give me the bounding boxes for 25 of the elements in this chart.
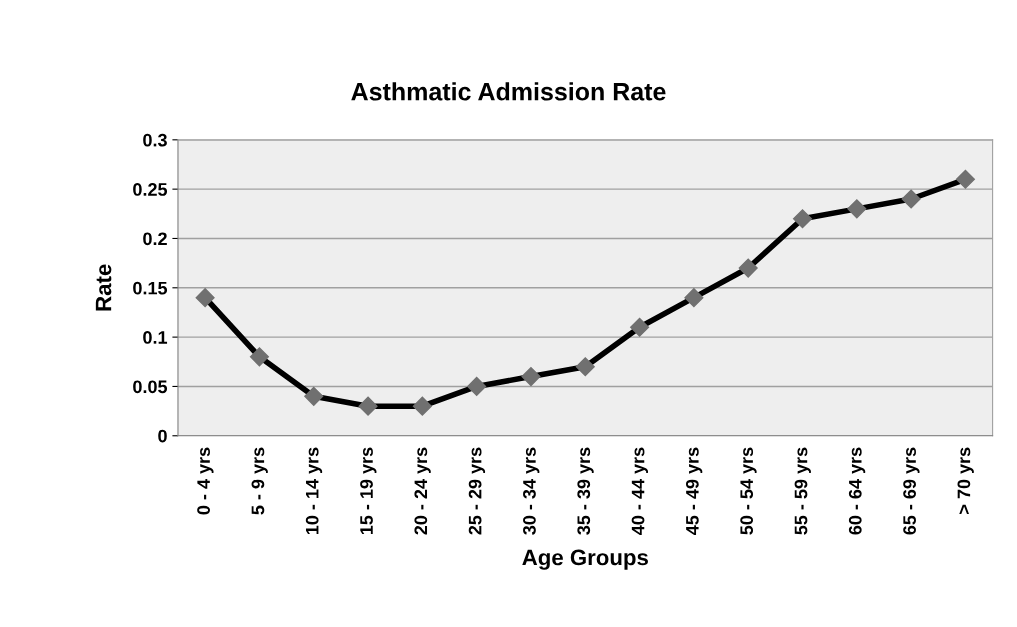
y-tick-label: 0.1	[143, 331, 168, 344]
y-tick-label: 0	[158, 429, 167, 443]
x-tick-label: 20 - 24 yrs	[414, 447, 431, 535]
x-tick-label: 0 - 4 yrs	[197, 447, 214, 515]
y-tick-label: 0.2	[143, 232, 167, 246]
x-tick-label: 55 - 59 yrs	[794, 447, 811, 535]
x-tick-label: 35 - 39 yrs	[577, 447, 594, 535]
x-tick-label: 10 - 14 yrs	[305, 447, 323, 535]
x-tick-label: > 70 yrs	[957, 447, 974, 514]
x-tick-label: 40 - 44 yrs	[631, 447, 649, 535]
x-tick-label: 5 - 9 yrs	[251, 447, 268, 515]
y-tick-label: 0.25	[133, 183, 168, 196]
chart-title: Asthmatic Admission Rate	[351, 82, 666, 101]
x-tick-label: 15 - 19 yrs	[360, 447, 377, 535]
x-tick-label: 25 - 29 yrs	[468, 447, 486, 535]
y-axis-title: Rate	[95, 264, 112, 311]
x-tick-label: 60 - 64 yrs	[848, 447, 866, 535]
x-tick-label: 30 - 34 yrs	[523, 447, 540, 535]
x-axis-title: Age Groups	[522, 549, 648, 570]
y-tick-label: 0.15	[133, 281, 168, 295]
y-tick-label: 0.05	[133, 380, 168, 394]
x-tick-label: 45 - 49 yrs	[685, 447, 703, 535]
x-tick-label: 50 - 54 yrs	[740, 447, 757, 535]
x-tick-label: 65 - 69 yrs	[903, 447, 920, 535]
y-tick-label: 0.3	[143, 133, 167, 147]
